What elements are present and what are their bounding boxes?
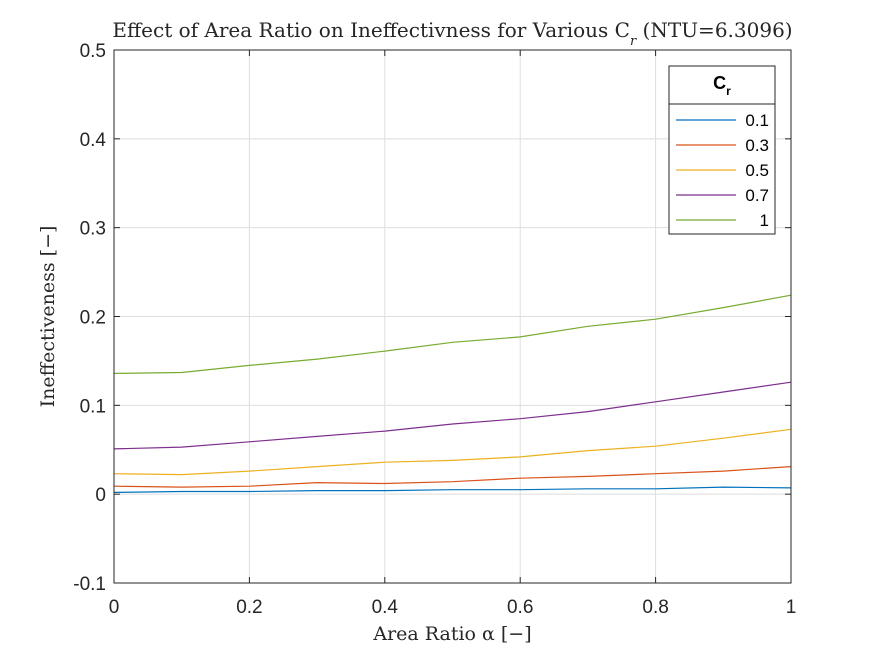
- legend-label: 0.3: [745, 136, 769, 155]
- x-tick-label: 0.6: [507, 597, 533, 618]
- x-axis-label: Area Ratio α [−]: [372, 623, 531, 645]
- x-tick-label: 0.4: [372, 597, 399, 618]
- series-line-1: [113, 294, 792, 374]
- legend-items: 0.1 0.3 0.5 0.7 1: [676, 111, 769, 230]
- legend-label: 0.7: [745, 186, 769, 205]
- axis-ticks: 0 0.2 0.4 0.6 0.8 1-0.100.10.20.30.40.5: [73, 41, 796, 618]
- x-tick-label: 0.8: [642, 597, 668, 618]
- legend-title-main: C: [713, 73, 726, 93]
- y-tick-label: 0.4: [80, 130, 107, 151]
- y-axis-label: Ineffectiveness [−]: [37, 226, 59, 408]
- y-tick-label: -0.1: [73, 574, 106, 595]
- title-subscript: r: [630, 34, 637, 49]
- series-lines: [113, 294, 792, 493]
- legend-label: 1: [760, 211, 769, 230]
- title-suffix: (NTU=6.3096): [636, 18, 792, 42]
- y-tick-label: 0: [95, 485, 106, 506]
- legend: Cr 0.1 0.3 0.5 0.7 1: [668, 65, 776, 235]
- series-line-0-7: [113, 381, 792, 450]
- y-tick-label: 0.3: [80, 219, 106, 240]
- y-tick-label: 0.5: [80, 41, 106, 62]
- title-main: Effect of Area Ratio on Ineffectivness f…: [112, 18, 630, 42]
- legend-box: [668, 65, 776, 235]
- series-line-0-1: [113, 486, 792, 493]
- x-tick-label: 0: [109, 597, 120, 618]
- chart-title: Effect of Area Ratio on Ineffectivness f…: [112, 18, 792, 49]
- y-tick-label: 0.2: [80, 308, 106, 329]
- y-tick-label: 0.1: [80, 396, 106, 417]
- legend-title-subscript: r: [726, 84, 731, 98]
- series-line-0-5: [113, 428, 792, 476]
- legend-label: 0.5: [745, 161, 769, 180]
- legend-title: Cr: [713, 73, 731, 98]
- legend-label: 0.1: [745, 111, 769, 130]
- series-line-0-3: [113, 466, 792, 488]
- x-tick-label: 1: [786, 597, 797, 618]
- x-tick-label: 0.2: [236, 597, 262, 618]
